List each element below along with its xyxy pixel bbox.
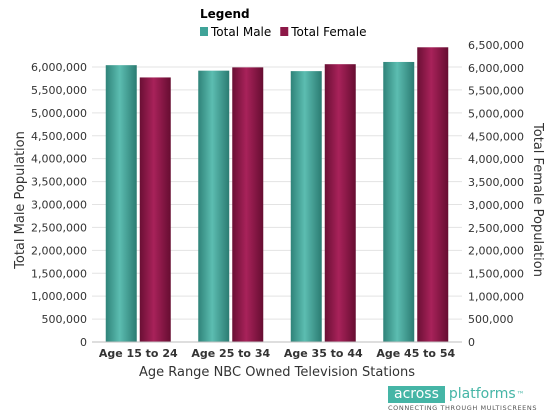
bar-total-male <box>383 61 415 342</box>
x-category-label: Age 35 to 44 <box>284 347 363 360</box>
bars <box>105 47 449 343</box>
y-left-tick-label: 3,500,000 <box>31 176 87 189</box>
logo-tagline: CONNECTING THROUGH MULTISCREENS <box>388 404 538 412</box>
legend: Legend Total Male Total Female <box>200 7 367 39</box>
bar-total-male <box>290 71 322 342</box>
y-right-tick-label: 0 <box>468 336 475 349</box>
bar-total-male <box>198 70 230 343</box>
y-left-tick-label: 2,000,000 <box>31 244 87 257</box>
bar-total-female <box>139 77 171 343</box>
dual-axis-bar-chart: 0 500,000 1,000,000 1,500,000 2,000,000 2,500… <box>13 7 545 380</box>
y-right-tick-label: 2,500,000 <box>468 222 524 235</box>
y-left-tick-label: 2,500,000 <box>31 221 87 234</box>
across-platforms-logo: across platforms ™ CONNECTING THROUGH MU… <box>388 386 554 412</box>
y-right-tick-label: 1,500,000 <box>468 267 524 280</box>
y-axis-right-title: Total Female Population <box>530 122 545 277</box>
y-right-tick-label: 5,000,000 <box>468 108 524 121</box>
y-left-tick-label: 4,000,000 <box>31 153 87 166</box>
y-left-tick-label: 3,000,000 <box>31 199 87 212</box>
bar-total-female <box>232 67 264 343</box>
logo-trademark: ™ <box>516 390 525 399</box>
y-left-tick-label: 4,500,000 <box>31 130 87 143</box>
logo-wordmark: across platforms ™ <box>388 386 554 403</box>
y-right-tick-label: 2,000,000 <box>468 245 524 258</box>
legend-swatch <box>200 27 208 36</box>
y-axis-left-title: Total Male Population <box>13 131 28 270</box>
bar-total-female <box>324 64 356 343</box>
y-right-tick-label: 6,000,000 <box>468 62 524 75</box>
y-left-tick-label: 5,500,000 <box>31 84 87 97</box>
bar-total-male <box>105 65 137 343</box>
y-right-tick-label: 6,500,000 <box>468 39 524 52</box>
legend-entry-label: Total Female <box>290 25 366 39</box>
bar-total-female <box>417 47 449 343</box>
y-left-tick-label: 5,000,000 <box>31 107 87 120</box>
y-right-tick-label: 500,000 <box>468 313 514 326</box>
y-left-tick-label: 500,000 <box>42 313 88 326</box>
logo-word-across: across <box>388 386 445 403</box>
y-right-tick-label: 5,500,000 <box>468 85 524 98</box>
legend-entry-label: Total Male <box>210 25 271 39</box>
y-right-tick-label: 1,000,000 <box>468 290 524 303</box>
legend-swatch <box>280 27 289 36</box>
x-category-label: Age 25 to 34 <box>191 347 270 360</box>
y-left-tick-label: 1,500,000 <box>31 267 87 280</box>
y-right-tick-label: 4,500,000 <box>468 130 524 143</box>
x-category-label: Age 15 to 24 <box>99 347 178 360</box>
y-left-tick-label: 0 <box>80 336 87 349</box>
legend-title: Legend <box>200 7 250 21</box>
logo-word-platforms: platforms <box>448 386 516 402</box>
y-left-tick-label: 6,000,000 <box>31 61 87 74</box>
y-right-tick-label: 3,000,000 <box>468 199 524 212</box>
y-left-tick-label: 1,000,000 <box>31 290 87 303</box>
axes: 0 500,000 1,000,000 1,500,000 2,000,000 2,500… <box>31 39 524 360</box>
y-right-tick-label: 4,000,000 <box>468 153 524 166</box>
x-axis-title: Age Range NBC Owned Television Stations <box>139 365 415 380</box>
y-right-tick-label: 3,500,000 <box>468 176 524 189</box>
x-category-label: Age 45 to 54 <box>376 347 455 360</box>
